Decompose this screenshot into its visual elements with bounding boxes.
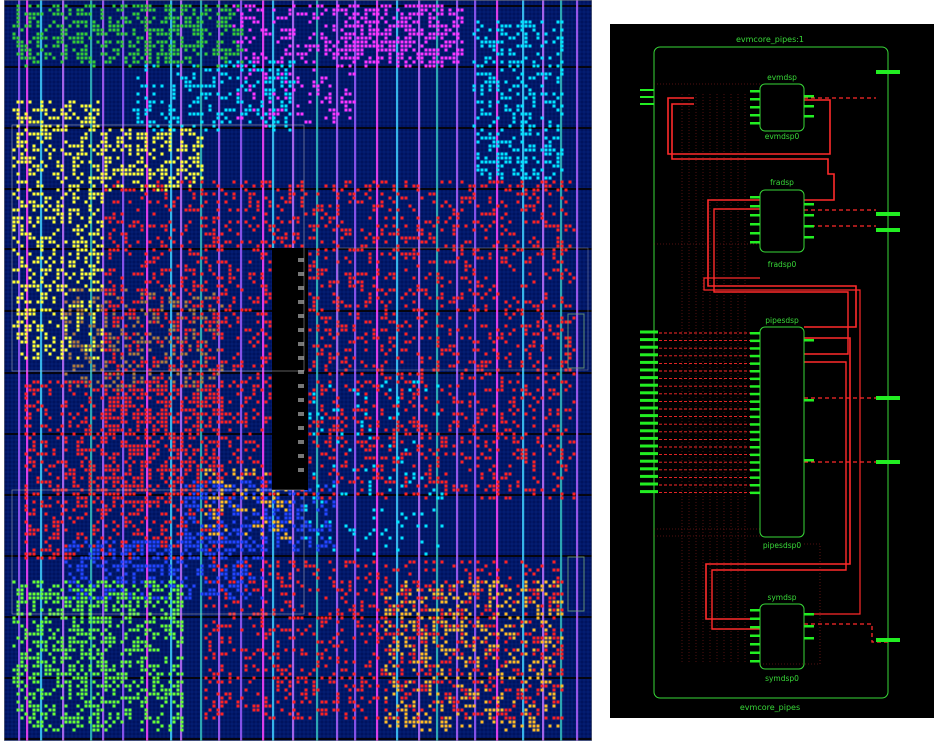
module-box-fradsp[interactable]	[759, 189, 805, 253]
top-level-ports	[640, 70, 900, 642]
module-type-label: evmdsp	[767, 73, 797, 82]
module-instance-label: fradsp0	[768, 260, 797, 269]
module-instance-label: symdsp0	[765, 674, 799, 683]
rtl-schematic: evmcore_pipes:1 evmcore_pipes evmdsp evm…	[610, 24, 934, 718]
fabric-overlay	[4, 0, 592, 741]
module-type-label: pipesdsp	[765, 316, 799, 325]
module-fradsp[interactable]: fradsp fradsp0	[759, 178, 805, 269]
top-module-type-label: evmcore_pipes	[740, 703, 800, 712]
placed-cells	[12, 4, 576, 732]
schematic-nets	[654, 83, 888, 665]
fpga-placement-view	[4, 0, 592, 741]
module-type-label: fradsp	[770, 178, 794, 187]
schematic-background	[610, 24, 934, 718]
module-instance-label: evmdsp0	[765, 132, 800, 141]
top-module-instance-label: evmcore_pipes:1	[736, 35, 804, 44]
module-type-label: symdsp	[767, 593, 796, 602]
module-instance-label: pipesdsp0	[763, 541, 802, 550]
top-module-box[interactable]	[653, 46, 889, 699]
module-pins	[750, 90, 814, 663]
